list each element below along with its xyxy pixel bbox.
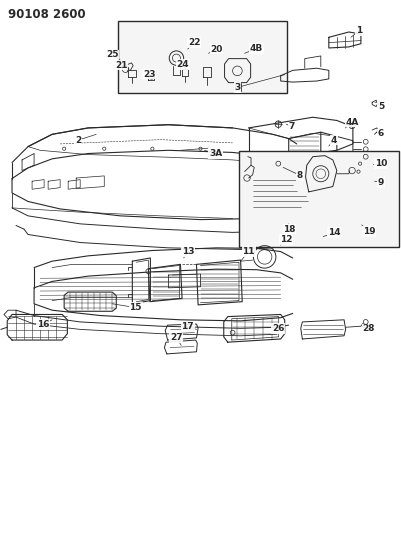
Text: 26: 26 (272, 324, 285, 333)
Text: 5: 5 (378, 102, 384, 110)
Text: 4: 4 (330, 136, 337, 144)
Text: 4A: 4A (345, 118, 359, 126)
Text: 22: 22 (188, 38, 200, 47)
Text: 24: 24 (176, 60, 189, 69)
Text: 27: 27 (170, 334, 183, 342)
Text: 9: 9 (378, 178, 384, 187)
Text: 8: 8 (297, 171, 303, 180)
Text: 12: 12 (280, 235, 293, 244)
Text: 6: 6 (378, 130, 384, 138)
Text: 11: 11 (242, 247, 255, 256)
Text: 16: 16 (37, 320, 50, 329)
Text: 13: 13 (182, 247, 195, 256)
Bar (118, 21, 287, 93)
Text: 3: 3 (234, 83, 241, 92)
Text: 7: 7 (289, 123, 295, 131)
Text: 4B: 4B (250, 44, 263, 53)
Text: 20: 20 (211, 45, 223, 53)
Text: 25: 25 (106, 51, 119, 59)
Text: 19: 19 (363, 227, 375, 236)
Text: 3A: 3A (209, 149, 223, 158)
Text: 2: 2 (75, 136, 81, 144)
Text: 28: 28 (363, 325, 375, 333)
Text: 15: 15 (129, 303, 142, 312)
Bar (239, 151, 399, 247)
Text: 14: 14 (328, 228, 341, 237)
Text: 21: 21 (115, 61, 128, 69)
Text: 23: 23 (143, 70, 156, 78)
Text: 1: 1 (356, 27, 362, 35)
Text: 18: 18 (283, 225, 296, 233)
Text: 17: 17 (181, 322, 194, 331)
Text: 10: 10 (375, 159, 387, 168)
Text: 90108 2600: 90108 2600 (8, 8, 86, 21)
